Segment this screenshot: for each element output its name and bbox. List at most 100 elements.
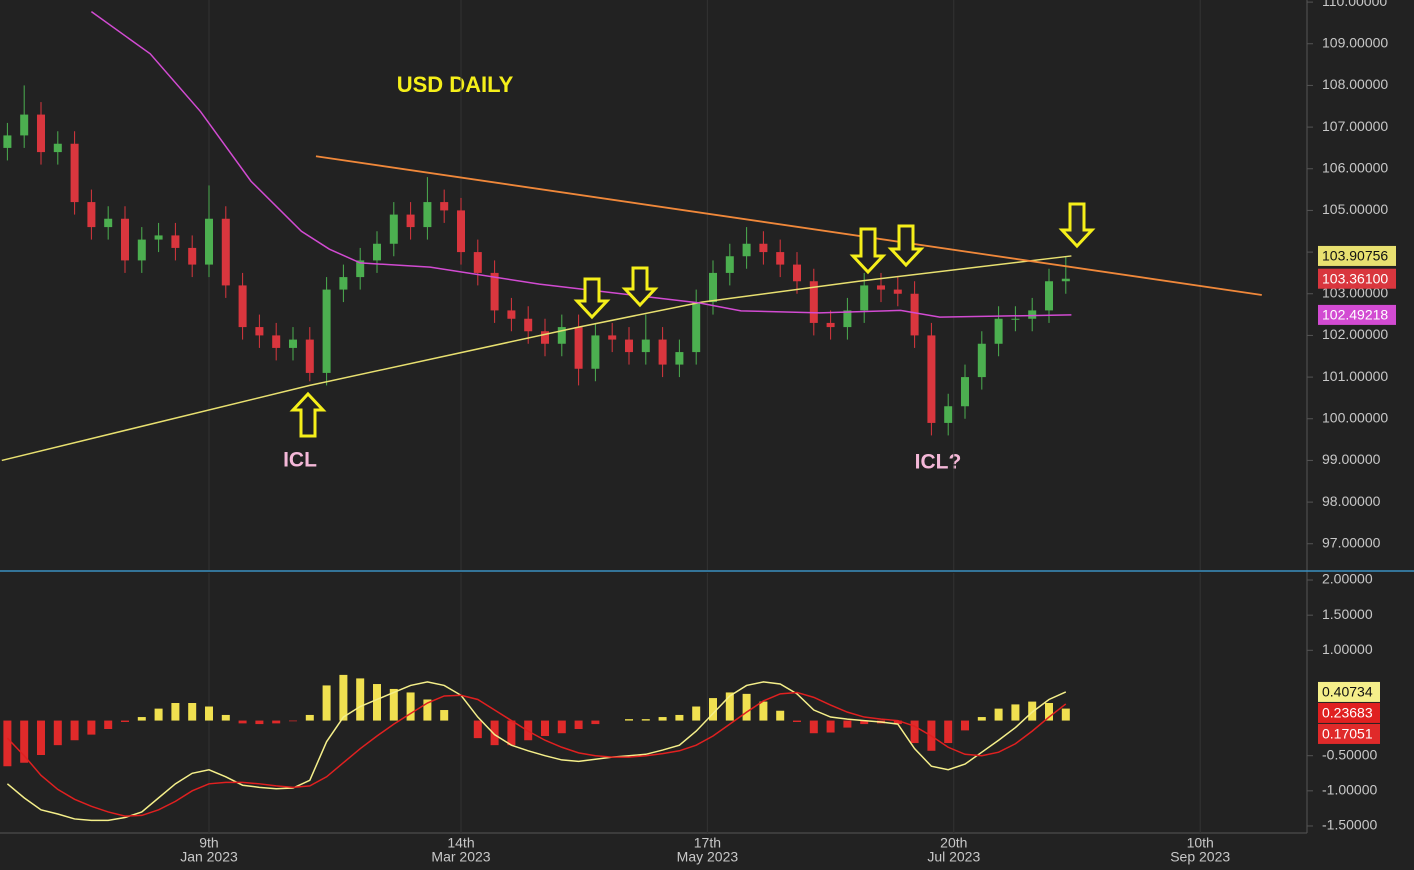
histogram-bar — [339, 674, 348, 721]
moving-average — [90, 11, 1072, 318]
histogram-bar — [624, 719, 633, 721]
histogram-bar — [809, 720, 818, 734]
histogram-bar — [238, 720, 247, 724]
histogram-bar — [507, 720, 516, 746]
y-tick-label: 97.00000 — [1322, 534, 1381, 550]
candle-body — [961, 377, 970, 407]
x-tick-label: 17th — [694, 835, 721, 851]
candle-body — [809, 281, 818, 323]
histogram-bar — [171, 703, 180, 721]
candle-body — [188, 247, 197, 265]
x-tick-label: 10th — [1187, 835, 1214, 851]
histogram-bar — [793, 720, 802, 722]
histogram-bar — [591, 720, 600, 725]
candle-body — [759, 243, 768, 253]
x-tick-sublabel: May 2023 — [677, 849, 739, 865]
value-tag-label: 102.49218 — [1322, 307, 1388, 323]
candle-body — [709, 272, 718, 303]
histogram-bar — [776, 710, 785, 721]
histogram-bar — [641, 719, 650, 721]
y-tick-label: 110.00000 — [1322, 0, 1387, 9]
histogram-bar — [440, 710, 449, 721]
histogram-bar — [658, 717, 667, 721]
y-tick-label: 1.50000 — [1322, 606, 1373, 622]
candle-body — [204, 218, 213, 265]
y-tick-label: 107.00000 — [1322, 118, 1388, 134]
histogram-bar — [557, 720, 566, 734]
histogram-bar — [36, 720, 45, 755]
trendline — [315, 155, 1262, 296]
x-tick-sublabel: Jan 2023 — [180, 849, 238, 865]
candle-body — [557, 327, 566, 344]
candle-body — [53, 143, 62, 153]
candle-body — [624, 339, 633, 353]
candle-body — [927, 335, 936, 423]
annotation: ICL — [283, 449, 317, 472]
arrow — [1058, 202, 1096, 249]
x-tick-label: 14th — [447, 835, 474, 851]
x-tick-label: 9th — [199, 835, 218, 851]
candle-body — [423, 202, 432, 228]
candle-body — [272, 335, 281, 348]
candle-body — [692, 302, 701, 353]
candle-body — [104, 218, 113, 228]
histogram-bar — [944, 720, 953, 744]
y-tick-label: -1.50000 — [1322, 817, 1377, 833]
candle-body — [120, 218, 129, 261]
y-tick-label: 2.00000 — [1322, 571, 1373, 587]
candle-body — [87, 202, 96, 228]
value-tag-label: 103.90756 — [1322, 248, 1388, 264]
candle-body — [725, 256, 734, 273]
candle-body — [3, 135, 12, 148]
candle-body — [490, 272, 499, 311]
histogram-bar — [137, 717, 146, 721]
y-tick-label: 102.00000 — [1322, 326, 1388, 342]
y-tick-label: -0.50000 — [1322, 746, 1377, 762]
candle-body — [641, 339, 650, 353]
candle-body — [893, 289, 902, 294]
histogram-bar — [120, 720, 129, 722]
histogram-bar — [406, 692, 415, 721]
histogram-bar — [423, 699, 432, 721]
candle-body — [456, 210, 465, 253]
value-tag-label: 103.36100 — [1322, 270, 1388, 286]
histogram-bar — [389, 688, 398, 721]
y-tick-label: 98.00000 — [1322, 493, 1381, 509]
y-tick-label: 101.00000 — [1322, 368, 1388, 384]
x-tick-sublabel: Mar 2023 — [431, 849, 490, 865]
candle-body — [473, 252, 482, 273]
x-tick-sublabel: Sep 2023 — [1170, 849, 1230, 865]
candle-body — [877, 285, 886, 290]
candle-body — [238, 285, 247, 328]
arrows — [289, 202, 1096, 438]
candle-body — [389, 214, 398, 244]
candle-body — [994, 318, 1003, 344]
histogram-bar — [372, 684, 381, 721]
candle-body — [322, 289, 331, 373]
candle-body — [540, 331, 549, 344]
y-tick-label: 1.00000 — [1322, 641, 1373, 657]
histogram-bar — [742, 693, 751, 721]
candle-body — [339, 277, 348, 290]
histogram-bar — [759, 701, 768, 721]
histogram-bar — [288, 720, 297, 722]
x-tick-sublabel: Jul 2023 — [927, 849, 980, 865]
candle-body — [507, 310, 516, 319]
histogram-bar — [221, 714, 230, 721]
histogram-bar — [994, 708, 1003, 721]
candle-body — [20, 114, 29, 136]
histogram-bar — [305, 714, 314, 721]
histogram-bar — [725, 692, 734, 721]
candle-body — [221, 218, 230, 286]
value-tag-label: 0.17051 — [1322, 726, 1373, 742]
histogram-bar — [322, 685, 331, 721]
candle-body — [608, 335, 617, 340]
histogram-bar — [204, 706, 213, 721]
candle-body — [288, 339, 297, 348]
histogram-bar — [188, 703, 197, 721]
candle-body — [372, 243, 381, 261]
histogram-bar — [692, 706, 701, 721]
y-tick-label: -1.00000 — [1322, 782, 1377, 798]
value-tag — [1318, 681, 1380, 702]
